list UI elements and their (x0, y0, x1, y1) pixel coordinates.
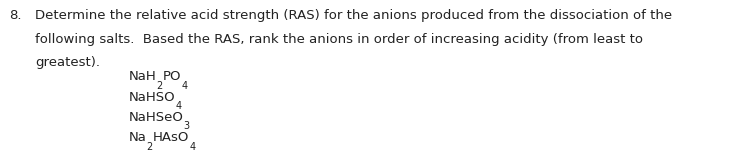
Text: Na: Na (129, 132, 146, 145)
Text: 3: 3 (184, 121, 190, 131)
Text: PO: PO (163, 70, 181, 83)
Text: greatest).: greatest). (35, 56, 100, 69)
Text: 4: 4 (181, 81, 188, 91)
Text: 2: 2 (146, 142, 153, 151)
Text: NaHSeO: NaHSeO (129, 111, 184, 124)
Text: 2: 2 (157, 81, 163, 91)
Text: Determine the relative acid strength (RAS) for the anions produced from the diss: Determine the relative acid strength (RA… (35, 9, 673, 22)
Text: following salts.  Based the RAS, rank the anions in order of increasing acidity : following salts. Based the RAS, rank the… (35, 33, 643, 46)
Text: 4: 4 (189, 142, 196, 151)
Text: HAsO: HAsO (153, 132, 189, 145)
Text: NaH: NaH (129, 70, 157, 83)
Text: 4: 4 (175, 101, 182, 111)
Text: 8.: 8. (9, 9, 21, 22)
Text: NaHSO: NaHSO (129, 91, 175, 104)
